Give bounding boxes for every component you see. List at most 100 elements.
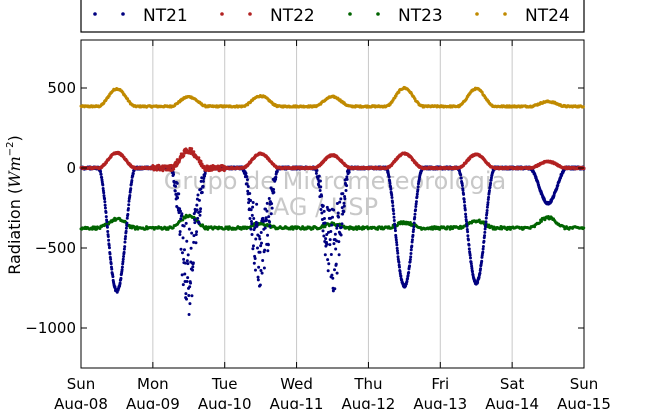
legend-marker: [503, 12, 507, 16]
data-point: [255, 246, 259, 250]
data-point: [109, 262, 113, 266]
data-point: [483, 234, 487, 238]
data-point: [314, 171, 318, 175]
data-point: [394, 236, 398, 240]
data-point: [181, 236, 185, 240]
data-point: [408, 260, 412, 264]
data-point: [266, 249, 270, 253]
data-point: [409, 255, 413, 259]
data-point: [325, 232, 329, 236]
x-tick-label-day: Tue: [211, 375, 238, 393]
data-point: [184, 292, 188, 296]
data-point: [191, 261, 195, 265]
data-point: [191, 265, 195, 269]
data-point: [222, 169, 226, 173]
data-point: [481, 245, 485, 249]
data-point: [319, 208, 323, 212]
data-points: [79, 85, 586, 316]
data-point: [258, 237, 262, 241]
data-point: [391, 209, 395, 213]
data-point: [202, 177, 206, 181]
data-point: [193, 218, 197, 222]
data-point: [178, 207, 182, 211]
data-point: [121, 257, 125, 261]
data-point: [343, 195, 347, 199]
data-point: [107, 246, 111, 250]
data-point: [414, 202, 418, 206]
data-point: [460, 183, 464, 187]
data-point: [249, 199, 253, 203]
data-point: [582, 167, 586, 171]
data-point: [249, 208, 253, 212]
data-point: [343, 197, 347, 201]
data-point: [102, 194, 106, 198]
data-point: [462, 192, 466, 196]
data-point: [345, 175, 349, 179]
y-tick-label: 500: [47, 79, 76, 97]
data-point: [107, 238, 111, 242]
data-point: [461, 188, 465, 192]
data-point: [336, 211, 340, 215]
data-point: [333, 232, 337, 236]
data-point: [185, 239, 189, 243]
data-point: [106, 230, 110, 234]
data-point: [335, 239, 339, 243]
data-point: [184, 221, 188, 225]
data-point: [251, 244, 255, 248]
data-point: [483, 227, 487, 231]
data-point: [184, 297, 188, 301]
data-point: [345, 177, 349, 181]
data-point: [262, 266, 266, 270]
data-point: [203, 174, 207, 178]
data-point: [468, 253, 472, 257]
data-point: [328, 243, 332, 247]
data-point: [347, 227, 351, 231]
data-point: [321, 204, 325, 208]
data-point: [249, 227, 253, 231]
data-point: [246, 184, 250, 188]
data-point: [466, 238, 470, 242]
data-point: [130, 179, 134, 183]
data-point: [393, 223, 397, 227]
data-point: [190, 231, 194, 235]
data-point: [320, 194, 324, 198]
data-point: [162, 167, 166, 171]
data-point: [411, 233, 415, 237]
data-point: [182, 248, 186, 252]
data-point: [412, 221, 416, 225]
data-point: [485, 208, 489, 212]
data-point: [257, 265, 261, 269]
data-point: [180, 251, 184, 255]
data-point: [390, 195, 394, 199]
data-point: [464, 215, 468, 219]
data-point: [486, 203, 490, 207]
watermark: Grupo de Micrometeorologia IAG / USP: [164, 167, 506, 221]
data-point: [258, 250, 262, 254]
data-point: [397, 265, 401, 269]
data-point: [416, 185, 420, 189]
data-point: [489, 178, 493, 182]
data-point: [463, 208, 467, 212]
data-point: [103, 197, 107, 201]
data-point: [486, 201, 490, 204]
data-point: [324, 237, 328, 241]
data-point: [103, 200, 107, 204]
x-tick-label-date: Aug-09: [126, 395, 180, 409]
data-point: [414, 200, 418, 204]
data-point: [103, 206, 107, 210]
data-point: [466, 234, 470, 238]
data-point: [186, 262, 190, 266]
data-point: [105, 220, 109, 224]
data-point: [262, 220, 266, 224]
data-point: [255, 224, 259, 228]
data-point: [396, 255, 400, 259]
data-point: [186, 276, 190, 280]
data-point: [392, 212, 396, 216]
data-point: [127, 199, 131, 203]
data-point: [267, 196, 271, 200]
data-point: [190, 147, 194, 151]
data-point: [102, 191, 106, 195]
data-point: [191, 268, 195, 272]
data-point: [465, 227, 469, 231]
data-point: [464, 212, 468, 216]
